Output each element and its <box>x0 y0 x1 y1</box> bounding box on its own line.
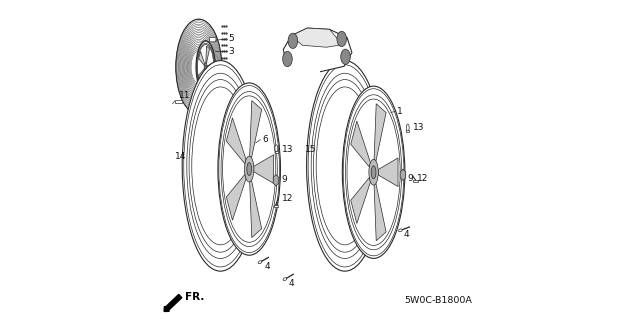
Text: 11: 11 <box>179 91 190 100</box>
Ellipse shape <box>283 51 292 67</box>
Ellipse shape <box>205 65 206 69</box>
Ellipse shape <box>247 163 252 175</box>
Polygon shape <box>378 158 398 187</box>
Ellipse shape <box>307 61 383 271</box>
Polygon shape <box>284 28 352 72</box>
Ellipse shape <box>196 41 215 93</box>
Polygon shape <box>198 69 205 83</box>
Ellipse shape <box>337 31 346 47</box>
Polygon shape <box>198 51 205 65</box>
Ellipse shape <box>192 87 249 245</box>
Bar <box>413 180 418 182</box>
Ellipse shape <box>275 145 278 152</box>
Text: 4: 4 <box>264 262 270 271</box>
Text: 5W0C-B1800A: 5W0C-B1800A <box>404 296 472 305</box>
Text: 4: 4 <box>288 279 294 288</box>
Polygon shape <box>351 121 371 167</box>
Polygon shape <box>227 118 246 164</box>
FancyBboxPatch shape <box>210 37 216 42</box>
Polygon shape <box>374 183 386 241</box>
Text: 12: 12 <box>417 174 428 182</box>
Text: 13: 13 <box>282 145 293 154</box>
Polygon shape <box>291 28 342 47</box>
Text: 6: 6 <box>262 135 268 144</box>
Polygon shape <box>250 100 262 158</box>
Text: 13: 13 <box>413 123 425 132</box>
Ellipse shape <box>369 159 378 185</box>
Polygon shape <box>374 104 386 161</box>
Text: FR.: FR. <box>186 292 205 302</box>
Bar <box>406 130 410 132</box>
Ellipse shape <box>182 61 259 271</box>
Polygon shape <box>206 46 209 63</box>
Polygon shape <box>254 155 274 183</box>
Text: 3: 3 <box>228 47 234 56</box>
Text: 1: 1 <box>397 107 403 116</box>
Polygon shape <box>227 174 246 220</box>
Ellipse shape <box>406 124 409 131</box>
Ellipse shape <box>347 99 400 246</box>
Ellipse shape <box>311 73 379 258</box>
Bar <box>274 205 278 207</box>
Ellipse shape <box>187 73 254 258</box>
Text: 12: 12 <box>282 194 293 203</box>
Text: 5: 5 <box>228 34 234 43</box>
Ellipse shape <box>316 87 374 245</box>
Polygon shape <box>250 180 262 238</box>
Ellipse shape <box>340 49 350 64</box>
Polygon shape <box>207 63 213 71</box>
Ellipse shape <box>198 45 214 89</box>
FancyArrow shape <box>164 294 182 311</box>
Bar <box>175 100 182 103</box>
Ellipse shape <box>259 261 262 264</box>
Ellipse shape <box>204 63 207 71</box>
Bar <box>275 151 278 153</box>
Text: 15: 15 <box>305 145 316 154</box>
Polygon shape <box>400 169 406 181</box>
Ellipse shape <box>244 156 254 182</box>
Ellipse shape <box>218 83 280 255</box>
Text: 9: 9 <box>408 174 413 182</box>
Polygon shape <box>273 174 279 186</box>
Ellipse shape <box>371 166 376 179</box>
Polygon shape <box>351 177 371 224</box>
Ellipse shape <box>176 19 221 115</box>
Ellipse shape <box>342 86 405 258</box>
Ellipse shape <box>223 96 276 242</box>
Ellipse shape <box>399 229 402 232</box>
Ellipse shape <box>283 278 287 281</box>
Text: 9: 9 <box>282 175 287 184</box>
Ellipse shape <box>288 33 298 48</box>
Text: 14: 14 <box>175 152 187 161</box>
Text: 4: 4 <box>404 230 409 239</box>
Polygon shape <box>206 70 209 88</box>
